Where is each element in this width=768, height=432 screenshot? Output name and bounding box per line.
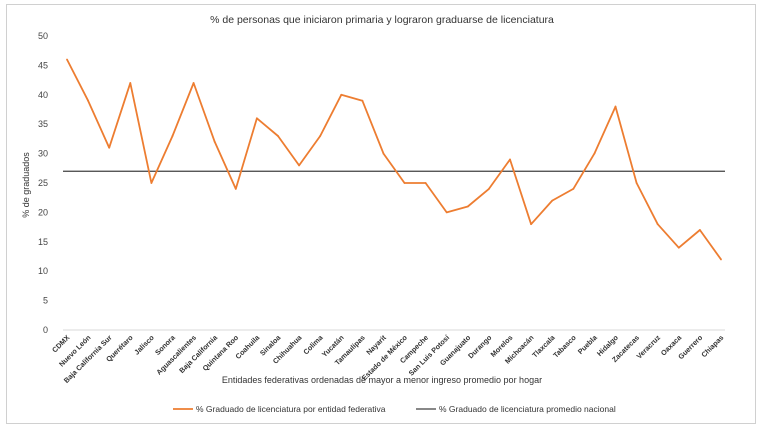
data-point [488, 187, 490, 190]
data-point [87, 99, 89, 102]
data-point [192, 82, 195, 84]
x-tick-label: Jalisco [132, 333, 156, 357]
data-point [340, 93, 343, 96]
data-point [255, 117, 258, 120]
data-point [403, 182, 406, 184]
y-tick-label: 35 [38, 119, 48, 129]
data-point [298, 164, 300, 167]
legend: % Graduado de licenciatura por entidad f… [173, 404, 616, 414]
y-tick-label: 25 [38, 178, 48, 188]
data-point [509, 158, 511, 161]
data-point [213, 140, 216, 143]
x-tick-label: Tabasco [551, 333, 578, 360]
x-tick-label: Coahuila [233, 332, 262, 361]
y-axis: 0 5 10 15 20 25 30 35 40 45 50 [38, 31, 48, 335]
data-point [361, 99, 364, 102]
data-point [720, 258, 722, 261]
y-tick-label: 30 [38, 149, 48, 159]
y-tick-label: 40 [38, 90, 48, 100]
y-tick-label: 5 [43, 296, 48, 306]
x-tick-label: Chiapas [699, 333, 725, 359]
data-point [530, 223, 533, 226]
legend-label-state: % Graduado de licenciatura por entidad f… [196, 404, 386, 414]
data-point [382, 152, 385, 155]
plot-area [63, 58, 725, 331]
y-tick-label: 15 [38, 237, 48, 247]
data-point [593, 152, 596, 155]
x-tick-label: Durango [466, 333, 494, 361]
data-point [677, 246, 680, 249]
data-point [319, 135, 322, 137]
line-chart: % de personas que iniciaron primaria y l… [21, 14, 725, 414]
data-point [572, 187, 575, 190]
chart-frame: % de personas que iniciaron primaria y l… [6, 4, 756, 424]
data-point [551, 199, 554, 202]
state-series-line [66, 59, 722, 260]
data-point [445, 211, 448, 214]
y-tick-label: 10 [38, 266, 48, 276]
data-point [424, 182, 427, 184]
data-point [699, 229, 701, 231]
y-tick-label: 50 [38, 31, 48, 41]
y-axis-label: % de graduados [21, 152, 31, 218]
data-point [171, 135, 174, 137]
data-point [614, 105, 617, 108]
data-point [635, 182, 638, 184]
y-tick-label: 20 [38, 207, 48, 217]
data-point [150, 182, 153, 184]
data-point [277, 135, 279, 137]
x-tick-label: Veracruz [635, 333, 663, 361]
data-point [129, 82, 132, 84]
data-point [466, 205, 469, 208]
y-tick-label: 45 [38, 60, 48, 70]
data-point [234, 187, 237, 190]
legend-label-national: % Graduado de licenciatura promedio naci… [439, 404, 616, 414]
data-point [656, 223, 659, 226]
chart-title: % de personas que iniciaron primaria y l… [210, 14, 554, 26]
data-point [66, 58, 68, 61]
x-axis-label: Entidades federativas ordenadas de mayor… [222, 375, 542, 385]
data-point [108, 146, 111, 149]
y-tick-label: 0 [43, 325, 48, 335]
